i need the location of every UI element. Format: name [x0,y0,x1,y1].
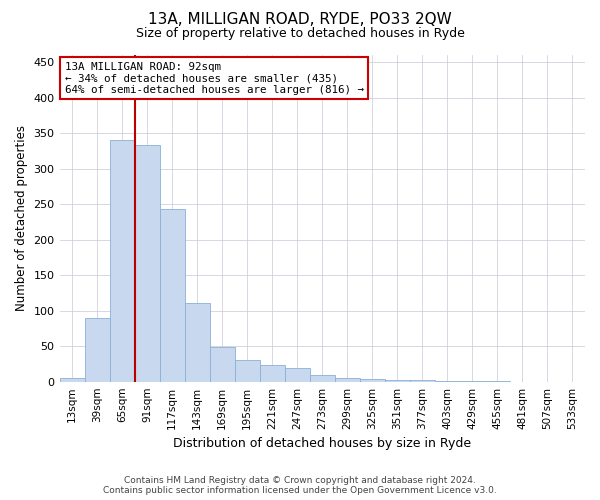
Bar [310,376,335,382]
Y-axis label: Number of detached properties: Number of detached properties [15,126,28,312]
Bar [335,378,360,382]
Text: Contains HM Land Registry data © Crown copyright and database right 2024.
Contai: Contains HM Land Registry data © Crown c… [103,476,497,495]
Bar [160,209,185,382]
Bar [360,379,385,382]
Text: Size of property relative to detached houses in Ryde: Size of property relative to detached ho… [136,28,464,40]
Bar [410,380,435,382]
Text: 13A, MILLIGAN ROAD, RYDE, PO33 2QW: 13A, MILLIGAN ROAD, RYDE, PO33 2QW [148,12,452,28]
Text: 13A MILLIGAN ROAD: 92sqm
← 34% of detached houses are smaller (435)
64% of semi-: 13A MILLIGAN ROAD: 92sqm ← 34% of detach… [65,62,364,94]
Bar [235,360,260,382]
X-axis label: Distribution of detached houses by size in Ryde: Distribution of detached houses by size … [173,437,472,450]
Bar [260,364,285,382]
Bar [85,318,110,382]
Bar [185,303,209,382]
Bar [110,140,134,382]
Bar [285,368,310,382]
Bar [460,381,485,382]
Bar [485,381,510,382]
Bar [435,381,460,382]
Bar [385,380,410,382]
Bar [209,347,235,382]
Bar [59,378,85,382]
Bar [134,145,160,382]
